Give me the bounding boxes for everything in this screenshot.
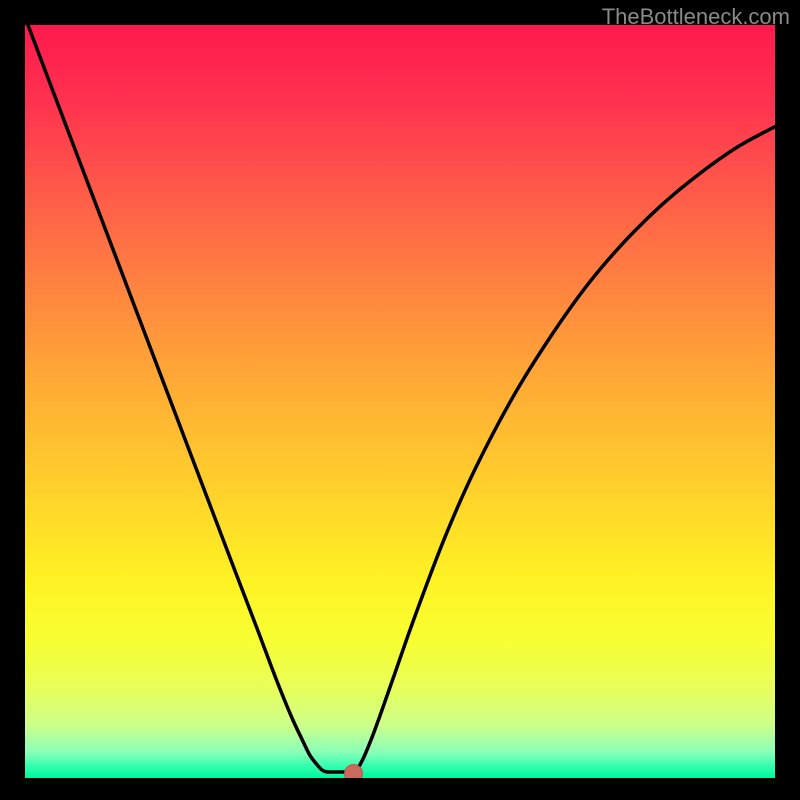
plot-area [25, 25, 775, 778]
heatmap-background [25, 25, 775, 778]
watermark-text: TheBottleneck.com [602, 4, 790, 30]
chart-frame: TheBottleneck.com [0, 0, 800, 800]
optimum-marker [345, 764, 363, 778]
